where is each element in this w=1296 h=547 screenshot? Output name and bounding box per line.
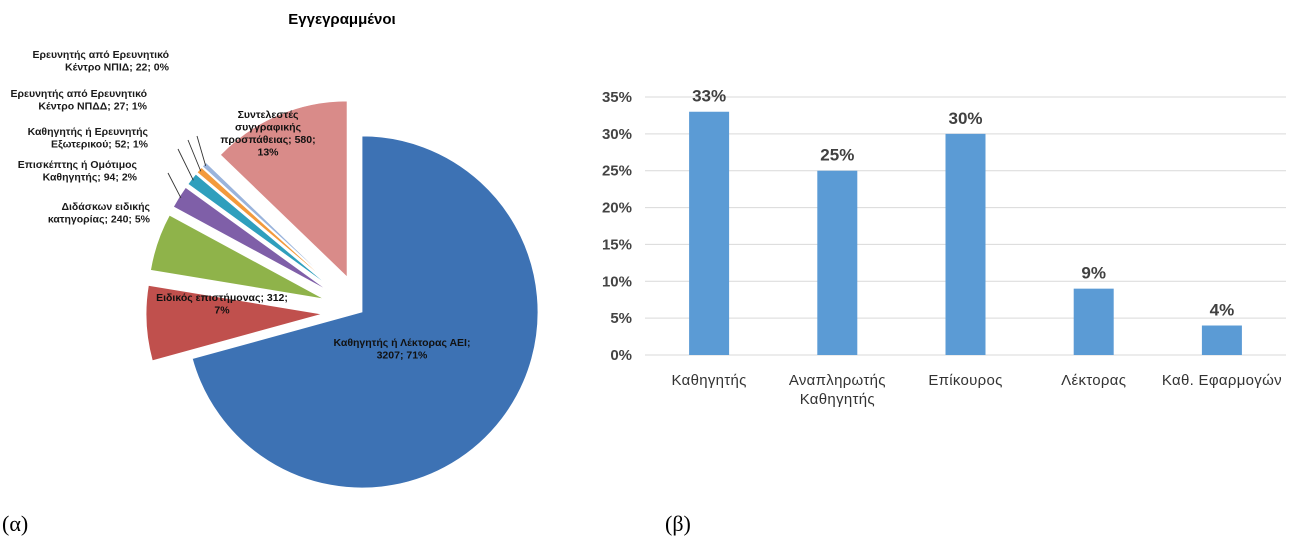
y-tick-label: 35% [602, 89, 632, 106]
y-tick-label: 0% [610, 347, 632, 364]
pie-slice [219, 100, 348, 278]
pie-slice [150, 214, 325, 300]
pie-slice-label: Διδάσκων ειδικής κατηγορίας; 240; 5% [48, 201, 151, 226]
leader-line [177, 148, 194, 181]
pie-slice [201, 161, 334, 285]
bar-chart: 0% 5% 10% 15% 20% 25% 30% 35% 33% Καθηγητής 25% Ανα… [602, 87, 1286, 408]
pie-slice [145, 284, 323, 362]
x-tick-label: Καθ. Εφαρμογών [1162, 372, 1282, 389]
pie-slice [196, 166, 333, 286]
pie-slice-label: Ειδικός επιστήμονας; 312; 7% [156, 292, 288, 317]
pie-slice-label: Καθηγητής ή Ερευνητής Εξωτερικού; 52; 1% [28, 126, 149, 151]
bar [689, 111, 730, 355]
bar [1201, 325, 1242, 355]
pie-slice-label: Καθηγητής ή Λέκτορας ΑΕΙ; 3207; 71% [334, 337, 471, 362]
y-tick-label: 10% [602, 273, 632, 290]
pie-slice-label: Ερευνητής από Ερευνητικό Κέντρο ΝΠΔΔ; 27;… [10, 88, 147, 113]
pie-title: Εγγεγραμμένοι [288, 11, 395, 28]
x-tick-label: Λέκτορας [1061, 372, 1126, 389]
x-tick-label: Αναπληρωτής Καθηγητής [789, 372, 886, 408]
bar [817, 170, 858, 355]
caption-b: (β) [665, 511, 691, 536]
pie-slice-label: Επισκέπτης ή Ομότιμος Καθηγητής; 94; 2% [18, 159, 138, 184]
pie-slice-label: Συντελεστές συγγραφικής προσπάθειας; 580; 1… [220, 109, 315, 159]
pie-slice [187, 173, 331, 288]
y-tick-label: 5% [610, 310, 632, 327]
pie-slice [191, 135, 539, 489]
x-tick-label: Καθηγητής [671, 372, 746, 389]
pie-chart: Εγγεγραμμένοι Καθηγητής ή Λέκτορας ΑΕΙ; 32… [10, 11, 539, 489]
bar-data-label: 4% [1210, 301, 1235, 320]
y-tick-label: 20% [602, 200, 632, 217]
bar [1073, 288, 1114, 355]
y-tick-label: 15% [602, 236, 632, 253]
bar-data-label: 9% [1081, 264, 1106, 283]
y-tick-label: 30% [602, 126, 632, 143]
caption-a: (α) [2, 511, 29, 536]
y-tick-label: 25% [602, 163, 632, 180]
leader-line [167, 172, 182, 199]
leader-line [196, 135, 207, 166]
x-tick-label: Επίκουρος [928, 372, 1002, 389]
bar [945, 133, 986, 355]
leader-line [187, 139, 202, 172]
pie-slice-label: Ερευνητής από Ερευνητικό Κέντρο ΝΠΙΔ; 22;… [32, 49, 169, 74]
bar-data-label: 33% [692, 87, 726, 106]
pie-slice [172, 186, 329, 292]
bar-data-label: 30% [948, 109, 982, 128]
bar-data-label: 25% [820, 146, 854, 165]
